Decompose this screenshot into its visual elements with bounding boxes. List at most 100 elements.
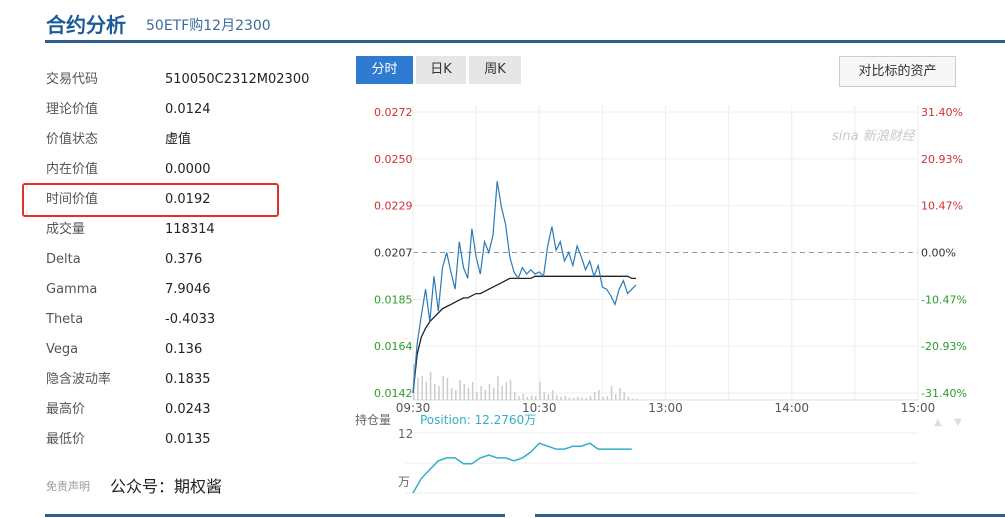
x-tick: 09:30: [396, 401, 431, 415]
x-tick: 10:30: [522, 401, 557, 415]
volume-bar: [606, 396, 609, 400]
y-tick-right: 31.40%: [921, 106, 963, 119]
volume-bar: [568, 397, 571, 400]
tab-daily-k[interactable]: 日K: [416, 56, 466, 84]
detail-value: 0.1835: [165, 372, 211, 387]
detail-label: Gamma: [46, 282, 98, 297]
volume-bar: [501, 386, 503, 400]
detail-value: 0.376: [165, 252, 203, 267]
volume-bar: [627, 396, 630, 400]
detail-label: 最低价: [46, 432, 86, 447]
volume-bar: [480, 386, 482, 400]
scroll-down-icon[interactable]: ▼: [954, 417, 962, 428]
volume-bar: [636, 398, 638, 400]
detail-value: -0.4033: [165, 312, 216, 327]
volume-bar: [497, 376, 499, 400]
y-tick-left: 0.0207: [374, 247, 413, 260]
volume-bar: [434, 384, 436, 400]
detail-value: 0.136: [165, 342, 203, 357]
volume-bar: [543, 392, 545, 400]
detail-value: 0.0124: [165, 102, 211, 117]
disclaimer-link[interactable]: 免责声明: [46, 480, 90, 493]
volume-bar: [593, 392, 596, 400]
volume-bar: [535, 396, 537, 400]
volume-bar: [492, 388, 495, 400]
detail-value: 510050C2312M02300: [165, 72, 310, 87]
detail-value: 0.0243: [165, 402, 211, 417]
volume-bar: [471, 382, 474, 400]
volume-bar: [446, 378, 449, 400]
volume-bar: [610, 386, 613, 400]
detail-value: 虚值: [165, 132, 192, 147]
y-tick-left: 0.0272: [374, 106, 413, 119]
footer-divider-right: [535, 514, 1005, 517]
volume-bar: [467, 388, 470, 400]
volume-bar: [526, 396, 529, 400]
volume-bar: [581, 397, 583, 400]
volume-bar: [421, 376, 423, 400]
volume-bar: [509, 380, 512, 400]
volume-bar: [615, 394, 617, 400]
volume-bar: [425, 382, 428, 400]
volume-bar: [572, 398, 575, 400]
detail-label: 隐含波动率: [46, 372, 112, 387]
detail-label: Vega: [46, 342, 79, 357]
tab-weekly-k[interactable]: 周K: [469, 56, 521, 84]
detail-label: 理论价值: [46, 102, 99, 117]
volume-bar: [518, 396, 520, 400]
y-tick-right: -10.47%: [921, 293, 967, 306]
y-tick-right: 10.47%: [921, 200, 963, 213]
volume-bar: [619, 388, 621, 400]
y-tick-left: 0.0142: [374, 387, 413, 400]
volume-bar: [589, 396, 592, 400]
sina-watermark: sina 新浪财经: [832, 128, 917, 144]
y-tick-left: 0.0229: [374, 200, 413, 213]
volume-bar: [547, 394, 550, 400]
position-top-tick: 12: [398, 427, 413, 441]
footer-divider-left: [45, 514, 505, 517]
volume-bar: [429, 372, 432, 400]
header-divider: [45, 40, 1005, 43]
x-tick: 13:00: [648, 401, 683, 415]
volume-bar: [623, 392, 625, 400]
x-tick: 14:00: [774, 401, 809, 415]
detail-label: 成交量: [46, 222, 86, 237]
volume-bar: [530, 395, 533, 400]
position-unit: 万: [398, 475, 410, 489]
volume-bar: [577, 396, 579, 400]
volume-bar: [438, 386, 440, 400]
wechat-label: 公众号：期权酱: [110, 477, 223, 496]
volume-bar: [560, 396, 562, 400]
volume-bar: [488, 384, 491, 400]
volume-bar: [505, 382, 508, 400]
volume-bar: [551, 390, 554, 400]
volume-bar: [442, 376, 444, 400]
y-tick-left: 0.0185: [374, 293, 413, 306]
y-tick-left: 0.0250: [374, 153, 413, 166]
y-tick-right: 20.93%: [921, 153, 963, 166]
volume-bar: [514, 392, 516, 400]
position-line: [412, 442, 632, 494]
page-title: 合约分析: [46, 13, 126, 37]
detail-label: 交易代码: [46, 72, 99, 87]
volume-bar: [450, 388, 453, 400]
detail-value: 0.0192: [165, 192, 211, 207]
detail-label: Delta: [46, 252, 81, 267]
volume-bar: [476, 392, 478, 400]
x-tick: 15:00: [901, 401, 936, 415]
detail-label: 内在价值: [46, 162, 99, 177]
position-label: 持仓量: [355, 412, 391, 427]
contract-name: 50ETF购12月2300: [146, 18, 271, 34]
tab-intraday[interactable]: 分时: [356, 56, 413, 84]
volume-bar: [417, 378, 419, 400]
y-tick-right: 0.00%: [921, 247, 956, 260]
scroll-up-icon[interactable]: ▲: [934, 417, 942, 428]
compare-underlying-button[interactable]: 对比标的资产: [839, 56, 956, 87]
volume-bar: [602, 396, 604, 400]
average-price-line: [412, 275, 636, 394]
y-tick-left: 0.0164: [374, 340, 413, 353]
volume-bar: [522, 394, 524, 400]
y-tick-right: -31.40%: [921, 387, 967, 400]
volume-bar: [459, 380, 461, 400]
